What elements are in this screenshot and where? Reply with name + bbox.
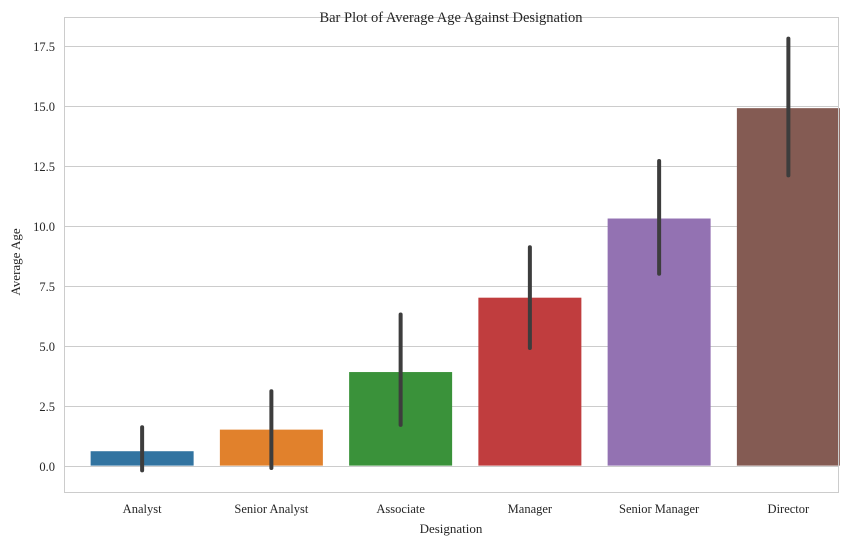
y-tick-label: 0.0 [39, 460, 55, 474]
plot-frame [64, 17, 839, 493]
x-tick-label: Senior Analyst [234, 502, 308, 516]
y-tick-label: 17.5 [33, 40, 55, 54]
x-tick-labels: Analyst Senior Analyst Associate Manager Sen… [123, 502, 810, 516]
x-tick-label: Director [768, 502, 810, 516]
x-tick-label: Associate [376, 502, 425, 516]
chart-title: Bar Plot of Average Age Against Designat… [319, 10, 583, 26]
x-tick-label: Analyst [123, 502, 162, 516]
y-tick-label: 15.0 [33, 100, 55, 114]
y-tick-label: 10.0 [33, 220, 55, 234]
y-axis-label: Average Age [8, 228, 23, 295]
gridlines [64, 46, 838, 467]
y-tick-label: 2.5 [39, 400, 55, 414]
x-axis-label: Designation [420, 521, 483, 536]
error-bars [140, 36, 791, 473]
y-tick-label: 5.0 [39, 340, 55, 354]
y-tick-labels: 0.0 2.5 5.0 7.5 10.0 12.5 15.0 17.5 [33, 40, 55, 474]
y-tick-label: 7.5 [39, 280, 55, 294]
y-tick-label: 12.5 [33, 160, 55, 174]
x-tick-label: Manager [508, 502, 553, 516]
x-tick-label: Senior Manager [619, 502, 700, 516]
